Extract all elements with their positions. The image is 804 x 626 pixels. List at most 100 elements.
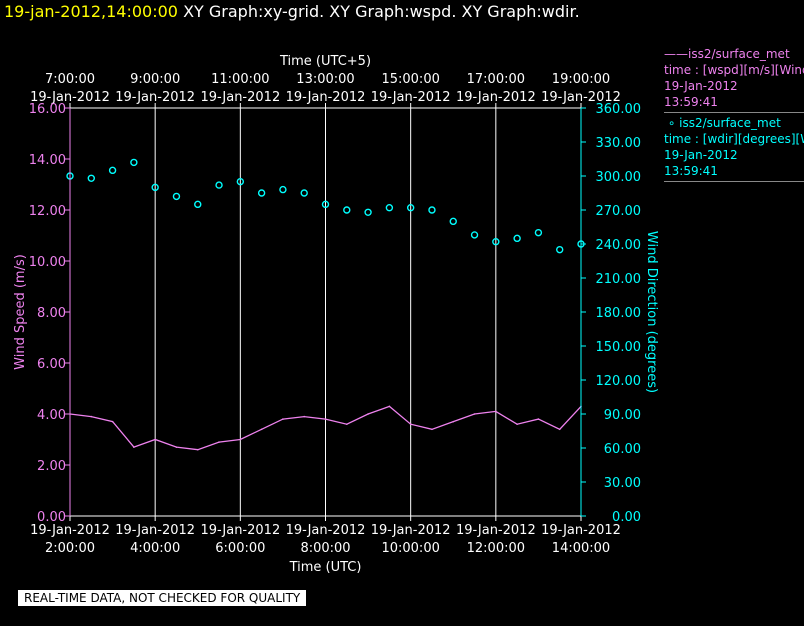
y-right-tick-label: 300.00 <box>596 170 642 185</box>
x-tick-date-label: 19-Jan-2012 <box>371 523 451 538</box>
legend-wdir-date: 19-Jan-2012 <box>664 148 738 162</box>
x-tick-time-label: 8:00:00 <box>300 541 350 556</box>
wspd-point <box>495 410 497 413</box>
x-tick-date-label: 19-Jan-2012 <box>456 523 536 538</box>
legend-wspd-desc: time : [wspd][m/s][Wind <box>664 63 804 77</box>
wspd-point <box>282 418 284 420</box>
legend-line-swatch: —— <box>664 47 688 61</box>
legend-wspd-date: 19-Jan-2012 <box>664 79 738 93</box>
wspd-point <box>452 420 455 423</box>
wdir-point <box>513 234 521 243</box>
y-left-tick-label: 0.00 <box>37 510 66 525</box>
x-tick-date-label: 19-Jan-2012 <box>286 523 366 538</box>
wdir-point <box>215 181 223 189</box>
wdir-point <box>194 200 202 209</box>
wdir-point <box>108 166 117 175</box>
x-tick-date-label: 19-Jan-2012 <box>115 523 195 538</box>
y-left-tick-label: 4.00 <box>37 408 66 423</box>
x-tick-time-label: 4:00:00 <box>130 541 180 556</box>
x-top-tick-date-label: 19-Jan-2012 <box>541 90 621 105</box>
x-top-tick-time-label: 9:00:00 <box>130 72 180 87</box>
x-tick-date-label: 19-Jan-2012 <box>200 523 280 538</box>
wspd-point <box>367 413 369 415</box>
y-right-tick-label: 0.00 <box>612 510 641 525</box>
x-top-tick-time-label: 19:00:00 <box>552 72 610 87</box>
wdir-point <box>364 208 372 216</box>
header-timestamp: 19-jan-2012,14:00:00 <box>4 2 178 21</box>
axis-labels: 19-Jan-2012 2:00:00 19-Jan-2012 4:00:00 19-J… <box>13 54 659 575</box>
x-tick-date-label: 19-Jan-2012 <box>30 523 110 538</box>
wspd-point <box>90 415 93 418</box>
wdir-point <box>428 206 436 214</box>
wspd-point <box>111 420 114 423</box>
legend-wdir: ∘ iss2/surface_met time : [wdir][degrees… <box>664 115 804 179</box>
legend-divider <box>664 181 804 182</box>
wspd-point <box>388 405 391 408</box>
legend-wdir-time: 13:59:41 <box>664 164 718 178</box>
y-axis-label-left: Wind Speed (m/s) <box>13 254 28 370</box>
y-right-tick-label: 150.00 <box>596 340 642 355</box>
x-top-tick-time-label: 7:00:00 <box>45 72 95 87</box>
legend-wspd-time: 13:59:41 <box>664 95 718 109</box>
quality-note: REAL-TIME DATA, NOT CHECKED FOR QUALITY <box>18 590 307 606</box>
y-right-tick-label: 120.00 <box>596 374 642 389</box>
wspd-point <box>196 448 199 451</box>
x-tick-time-label: 6:00:00 <box>215 541 265 556</box>
wdir-point <box>151 183 159 192</box>
wspd-point <box>218 441 220 443</box>
y-right-tick-label: 330.00 <box>596 136 642 151</box>
wspd-point <box>154 438 156 441</box>
wspd-point <box>516 423 518 426</box>
x-top-tick-date-label: 19-Jan-2012 <box>30 90 110 105</box>
y-left-tick-label: 2.00 <box>37 459 66 474</box>
y-right-tick-label: 270.00 <box>596 204 642 219</box>
x-tick-time-label: 12:00:00 <box>467 541 525 556</box>
wdir-point <box>172 192 181 201</box>
y-right-tick-label: 210.00 <box>596 272 642 287</box>
wspd-point <box>345 423 348 426</box>
wspd-point <box>303 415 306 418</box>
y-right-tick-label: 30.00 <box>604 476 641 491</box>
x-top-tick-time-label: 11:00:00 <box>211 72 269 87</box>
x-top-tick-date-label: 19-Jan-2012 <box>115 90 195 105</box>
x-axis-label-top: Time (UTC+5) <box>279 54 371 69</box>
y-right-tick-label: 180.00 <box>596 306 642 321</box>
y-right-tick-label: 90.00 <box>604 408 641 423</box>
wspd-point <box>473 413 476 415</box>
wdir-point <box>556 245 564 254</box>
wdir-point <box>257 189 266 197</box>
vertical-grid <box>69 108 582 516</box>
wdir-point <box>492 238 500 246</box>
legend-divider <box>664 112 804 113</box>
x-tick-date-label: 19-Jan-2012 <box>541 523 621 538</box>
wdir-point <box>343 206 351 214</box>
wspd-point <box>133 446 135 448</box>
y-right-tick-label: 360.00 <box>596 102 642 117</box>
x-top-tick-time-label: 15:00:00 <box>381 72 439 87</box>
wdir-point <box>300 189 308 197</box>
wdir-point <box>130 158 138 167</box>
y-left-tick-label: 6.00 <box>37 357 66 372</box>
x-top-tick-time-label: 13:00:00 <box>296 72 354 87</box>
legend: ——iss2/surface_met time : [wspd][m/s][Wi… <box>664 46 804 184</box>
x-axis-label-bottom: Time (UTC) <box>289 560 362 575</box>
x-top-tick-date-label: 19-Jan-2012 <box>456 90 536 105</box>
wspd-point <box>239 438 242 441</box>
y-left-tick-label: 8.00 <box>37 306 66 321</box>
x-tick-time-label: 14:00:00 <box>552 541 610 556</box>
wspd-point <box>431 428 433 431</box>
axes <box>65 103 586 521</box>
y-left-tick-label: 14.00 <box>29 153 66 168</box>
legend-wdir-desc: time : [wdir][degrees][W <box>664 132 804 146</box>
wspd-point <box>409 423 412 426</box>
wdir-point <box>406 204 415 212</box>
wdir-point <box>534 228 543 237</box>
wdir-point <box>236 177 245 186</box>
wdir-point <box>279 185 287 194</box>
wspd-point <box>175 446 178 448</box>
legend-point-swatch: ∘ <box>664 116 680 130</box>
x-top-tick-time-label: 17:00:00 <box>467 72 525 87</box>
wspd-point <box>324 418 327 420</box>
wdir-point <box>449 217 457 226</box>
